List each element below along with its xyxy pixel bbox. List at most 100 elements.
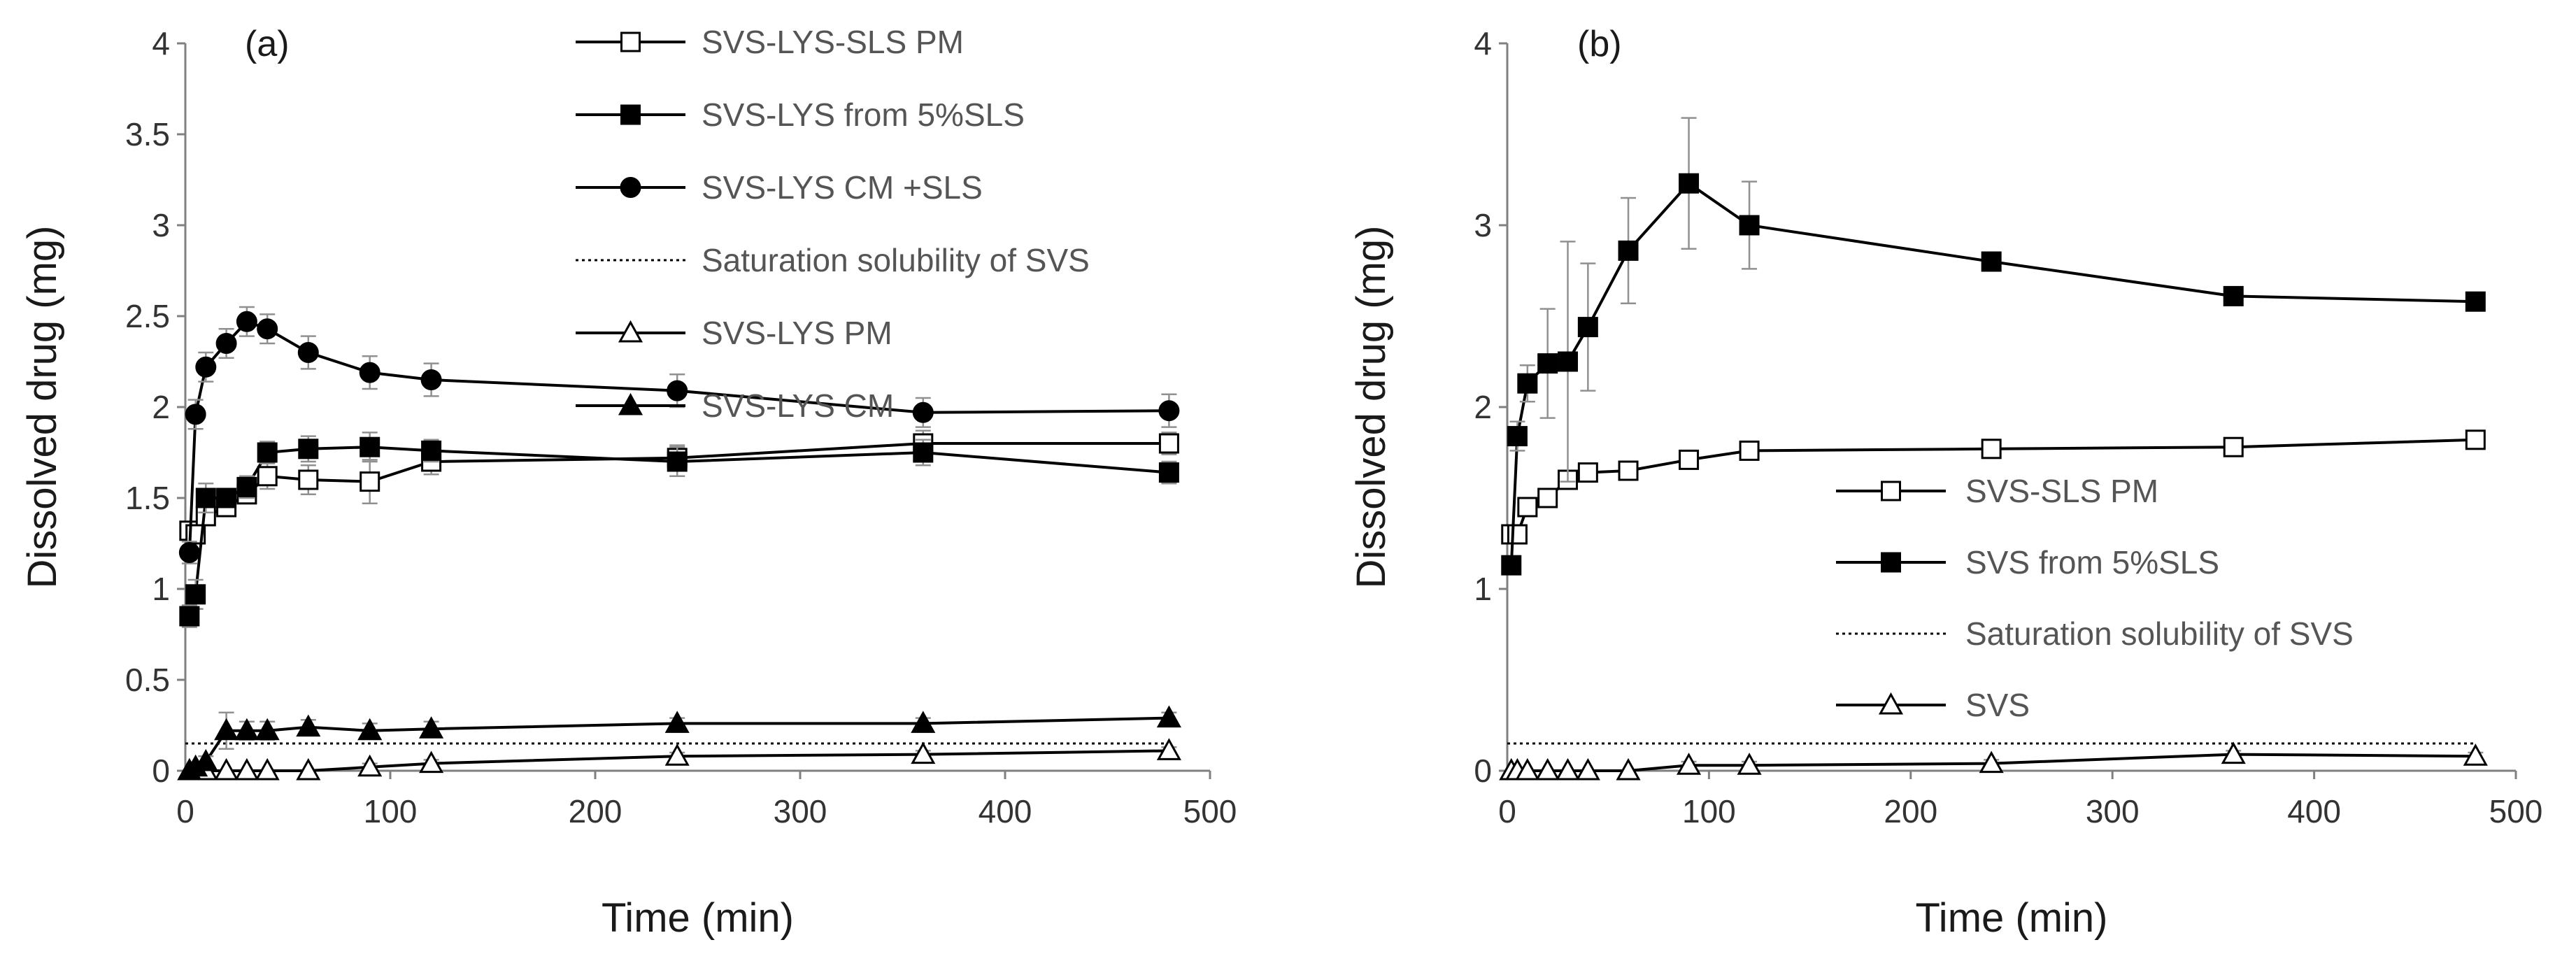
data-point-svs-sls-pm <box>1618 460 1639 481</box>
data-point-svs <box>1555 757 1581 781</box>
legend-marker-svs-lys-from-5-sls <box>620 104 641 125</box>
y-tick-label: 0 <box>152 753 170 789</box>
data-point-svs-lys-pm <box>255 757 280 781</box>
y-tick-label: 2 <box>1474 389 1492 425</box>
data-point-svs-lys-cm <box>419 716 444 739</box>
data-point-svs-sls-pm <box>2465 429 2486 450</box>
x-tick-label: 400 <box>2287 793 2341 830</box>
data-point-svs-lys-cm <box>214 718 239 741</box>
y-tick-label: 1 <box>1474 571 1492 607</box>
data-point-svs-lys-from-5-sls <box>185 584 206 605</box>
y-tick-label: 3 <box>152 207 170 243</box>
data-point-svs-from-5-sls <box>2465 291 2486 312</box>
data-point-svs <box>1677 753 1702 775</box>
data-point-svs-from-5-sls <box>1679 173 1700 194</box>
x-tick-label: 100 <box>364 793 418 830</box>
data-point-svs-lys-cm-sls <box>178 542 200 563</box>
data-point-svs-lys-sls-pm <box>1158 433 1179 454</box>
y-axis-title: Dissolved drug (mg) <box>1349 226 1394 589</box>
series-svs-lys-pm <box>177 738 1181 781</box>
data-point-svs-lys-from-5-sls <box>298 439 319 460</box>
x-tick-label: 500 <box>2489 793 2543 830</box>
chart-panel-a: 0 0.5 1 1.5 2 2.5 3 3.5 4 0 100 200 300 400 500 Time (m… <box>20 24 1237 941</box>
data-point-svs <box>1737 753 1762 775</box>
data-point-svs-lys-cm <box>664 711 690 733</box>
series-svs-sls-pm <box>1501 429 2486 545</box>
data-point-svs-sls-pm <box>2223 436 2244 457</box>
data-point-svs-lys-from-5-sls <box>913 442 934 463</box>
data-point-svs <box>1535 757 1560 781</box>
data-point-svs-sls-pm <box>1679 449 1700 470</box>
x-tick-label: 300 <box>774 793 827 830</box>
x-tick-label: 100 <box>1682 793 1736 830</box>
legend: SVS-LYS-SLS PM SVS-LYS from 5%SLS SVS-LYS… <box>576 24 1090 424</box>
series-svs-from-5-sls <box>1501 117 2486 576</box>
data-point-svs-lys-cm-sls <box>257 318 278 340</box>
y-tick-label: 0 <box>1474 753 1492 789</box>
chart-panel-b: 0 1 2 3 4 0 100 200 300 400 500 Time (min) Dissolved… <box>1349 24 2542 941</box>
data-point-svs-lys-pm <box>911 741 936 764</box>
data-point-svs-sls-pm <box>1577 462 1598 483</box>
series-svs-lys-from-5-sls <box>179 432 1179 628</box>
data-point-svs-lys-pm <box>419 750 444 774</box>
data-point-svs-lys-cm <box>296 714 321 737</box>
x-tick-label: 500 <box>1183 793 1237 830</box>
data-point-svs-from-5-sls <box>1558 351 1579 372</box>
data-point-svs-sls-pm <box>1981 439 2002 460</box>
data-point-svs-lys-from-5-sls <box>360 436 380 457</box>
data-point-svs-sls-pm <box>1537 487 1558 508</box>
legend: SVS-SLS PM SVS from 5%SLS Saturation solub… <box>1836 473 2354 723</box>
data-point-svs-from-5-sls <box>1507 426 1528 447</box>
y-tick-label: 2.5 <box>125 298 170 334</box>
legend-marker-svs-lys-sls-pm <box>620 31 641 52</box>
legend-marker-svs-lys-pm <box>618 320 643 343</box>
x-tick-label: 200 <box>569 793 622 830</box>
legend-label-svs-lys-cm-sls: SVS-LYS CM +SLS <box>702 169 983 206</box>
data-point-svs-lys-sls-pm <box>298 469 319 490</box>
y-tick-label: 1 <box>152 571 170 607</box>
data-point-svs <box>1575 757 1600 781</box>
x-tick-label: 200 <box>1884 793 1937 830</box>
data-point-svs-lys-cm <box>1156 705 1181 728</box>
x-tick-label: 300 <box>2086 793 2140 830</box>
series-svs-lys-cm <box>177 705 1181 781</box>
data-point-svs-lys-cm <box>234 718 259 741</box>
series-svs-lys-cm-sls <box>178 306 1180 564</box>
data-point-svs-from-5-sls <box>1501 555 1522 576</box>
data-point-svs-lys-sls-pm <box>360 471 380 492</box>
x-tick-label: 400 <box>979 793 1032 830</box>
data-point-svs-lys-pm <box>664 743 690 766</box>
legend-marker-svs-from-5-sls <box>1881 552 1901 573</box>
data-point-svs-from-5-sls <box>1537 353 1558 374</box>
y-tick-label: 0.5 <box>125 662 170 698</box>
legend-marker-svs-lys-cm-sls <box>620 177 641 198</box>
legend-label-svs-lys-from-5-sls: SVS-LYS from 5%SLS <box>702 97 1025 133</box>
data-point-svs-lys-pm <box>214 757 239 781</box>
legend-marker-svs <box>1878 692 1904 715</box>
data-point-svs <box>1515 757 1540 781</box>
data-point-svs-lys-from-5-sls <box>179 606 200 627</box>
data-point-svs-lys-cm-sls <box>236 311 257 332</box>
data-point-svs-lys-from-5-sls <box>257 442 278 463</box>
y-tick-label: 3 <box>1474 207 1492 243</box>
legend-label-svs-sls-pm: SVS-SLS PM <box>1965 473 2158 509</box>
data-point-svs-sls-pm <box>1517 497 1538 518</box>
data-point-svs-lys-cm-sls <box>1158 400 1180 422</box>
y-tick-label: 4 <box>1474 25 1492 62</box>
data-point-svs-lys-cm-sls <box>359 362 380 383</box>
data-point-svs-lys-pm <box>357 754 383 777</box>
legend-label-svs: SVS <box>1965 687 2030 723</box>
data-point-svs-lys-cm <box>255 718 280 741</box>
x-tick-label: 0 <box>1498 793 1516 830</box>
data-point-svs-lys-pm <box>296 757 321 781</box>
data-point-svs-lys-cm <box>193 748 218 771</box>
legend-label-svs-lys-cm: SVS-LYS CM <box>702 387 894 424</box>
legend-label-saturation-solubility-of-svs: Saturation solubility of SVS <box>1965 615 2354 652</box>
data-point-svs-lys-pm <box>234 757 259 781</box>
data-point-svs-from-5-sls <box>1577 317 1598 338</box>
series-line-svs-lys-cm-sls <box>187 320 1169 553</box>
data-point-svs <box>1616 757 1641 781</box>
data-point-svs-lys-from-5-sls <box>1158 462 1179 483</box>
legend-marker-svs-lys-cm <box>618 392 643 415</box>
